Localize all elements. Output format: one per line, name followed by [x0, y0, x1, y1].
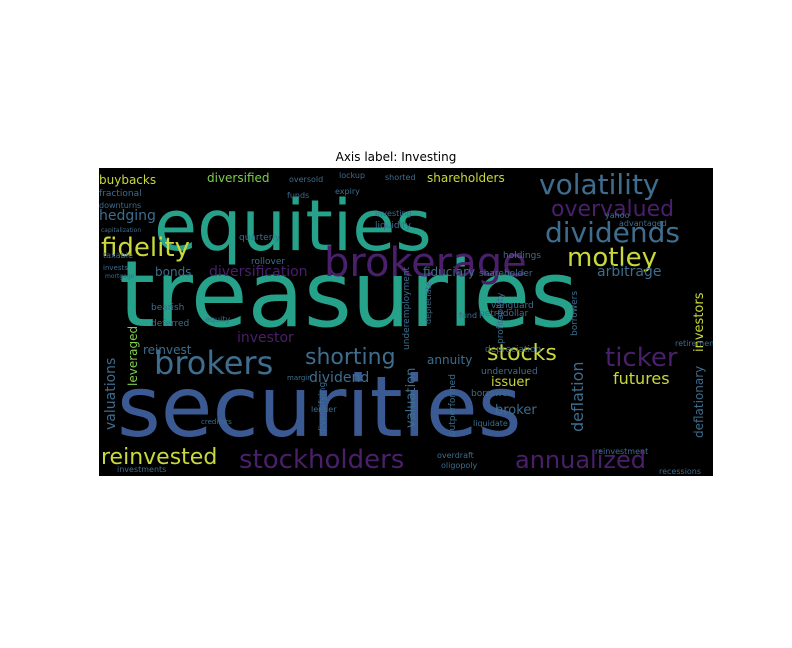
cloud-word: borrowers — [570, 291, 580, 336]
cloud-word: annuity — [427, 353, 472, 367]
cloud-word: annualized — [515, 446, 646, 474]
cloud-word: margin — [287, 374, 312, 382]
cloud-word: leveraged — [126, 326, 140, 386]
cloud-word: bonds — [155, 265, 191, 279]
cloud-word: dividends — [545, 216, 680, 249]
cloud-word: deferred — [151, 319, 189, 329]
cloud-word: expiry — [335, 187, 360, 196]
cloud-word: brokerage — [324, 240, 527, 286]
cloud-word: overdraft — [437, 451, 474, 460]
cloud-word: lender — [311, 405, 337, 414]
cloud-word: liquidity — [375, 221, 412, 231]
cloud-word: buybacks — [99, 173, 156, 187]
cloud-word: securities — [117, 358, 521, 456]
cloud-word: borrower — [471, 389, 512, 399]
cloud-word: investments — [117, 465, 166, 474]
cloud-word: undervalued — [481, 367, 538, 377]
cloud-word: shorting — [305, 345, 396, 370]
cloud-word: valuations — [103, 358, 119, 430]
cloud-word: reinvest — [143, 343, 192, 357]
cloud-word: capitalization — [101, 227, 141, 234]
cloud-word: shareholder — [479, 269, 533, 279]
cloud-word: downturns — [99, 201, 141, 210]
cloud-word: funds — [287, 191, 309, 200]
cloud-word: oligopoly — [441, 461, 478, 470]
cloud-word: petrodollar — [479, 309, 529, 319]
cloud-word: fund — [459, 311, 477, 320]
cloud-word: diversifying — [318, 382, 328, 434]
axis-title: Axis label: Investing — [335, 150, 457, 164]
cloud-word: retirement — [675, 339, 713, 348]
cloud-word: recessions — [659, 467, 701, 476]
cloud-word: deflation — [568, 361, 587, 432]
cloud-word: issuer — [491, 375, 530, 390]
cloud-word: ticker — [605, 343, 678, 373]
cloud-word: motley — [567, 243, 657, 273]
cloud-word: rollover — [251, 257, 285, 267]
cloud-word: reinvested — [101, 445, 217, 470]
cloud-word: advantaged — [619, 219, 667, 228]
cloud-background — [99, 168, 713, 476]
cloud-word: reinvestment — [595, 447, 648, 456]
cloud-word: investors — [692, 292, 707, 352]
cloud-word: dividend — [309, 370, 369, 386]
cloud-word: valuation — [404, 368, 419, 428]
cloud-word: overvalued — [551, 197, 674, 222]
cloud-word: fiduciary — [423, 265, 475, 279]
cloud-word: mortgage — [105, 273, 135, 280]
cloud-word: stockholders — [239, 445, 404, 475]
cloud-word: diversification — [209, 264, 308, 280]
cloud-word: vanguard — [491, 301, 534, 311]
cloud-word: quarterly — [239, 233, 281, 243]
cloud-word: holdings — [503, 251, 541, 261]
cloud-word: underemployment — [402, 266, 412, 350]
cloud-word: investor — [237, 330, 294, 346]
cloud-word: futures — [613, 369, 670, 388]
cloud-word: deflationary — [692, 366, 706, 438]
cloud-word: outperformed — [448, 374, 458, 436]
cloud-word: depreciation — [485, 345, 541, 355]
cloud-word: arbitrage — [597, 264, 661, 280]
cloud-word: shorted — [385, 173, 416, 182]
cloud-word: shareholders — [427, 171, 505, 185]
cloud-word: creditors — [201, 418, 232, 426]
cloud-word: treasuries — [119, 241, 578, 348]
cloud-word: brokers — [154, 344, 273, 382]
cloud-word: profitability — [496, 292, 506, 344]
cloud-word: depreciate — [424, 281, 433, 324]
cloud-word: equity — [205, 315, 230, 324]
cloud-word: oversold — [289, 175, 323, 184]
cloud-word: stocks — [487, 341, 557, 366]
cloud-word: bearish — [151, 303, 184, 313]
cloud-word: fractional — [99, 189, 142, 199]
cloud-word: taxable — [103, 251, 133, 260]
cloud-word: diversified — [207, 171, 270, 185]
cloud-word: volatility — [539, 168, 660, 201]
cloud-word: equities — [154, 185, 432, 267]
cloud-word: investing — [375, 209, 412, 218]
cloud-word: yahoo — [605, 211, 630, 220]
cloud-word: fidelity — [101, 233, 190, 263]
cloud-word: broker — [495, 403, 537, 418]
cloud-word: invests — [103, 264, 128, 272]
cloud-word: hedging — [99, 208, 156, 224]
cloud-word: liquidate — [473, 419, 508, 428]
cloud-word: lockup — [339, 171, 365, 180]
